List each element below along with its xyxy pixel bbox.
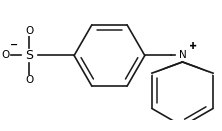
Text: O: O: [2, 50, 10, 61]
Text: O: O: [25, 75, 34, 85]
Text: S: S: [25, 49, 33, 62]
Text: N: N: [178, 50, 186, 61]
Text: −: −: [10, 40, 18, 50]
Text: +: +: [189, 41, 197, 51]
Text: O: O: [25, 26, 34, 36]
Text: N: N: [178, 50, 186, 61]
Text: +: +: [189, 41, 197, 51]
